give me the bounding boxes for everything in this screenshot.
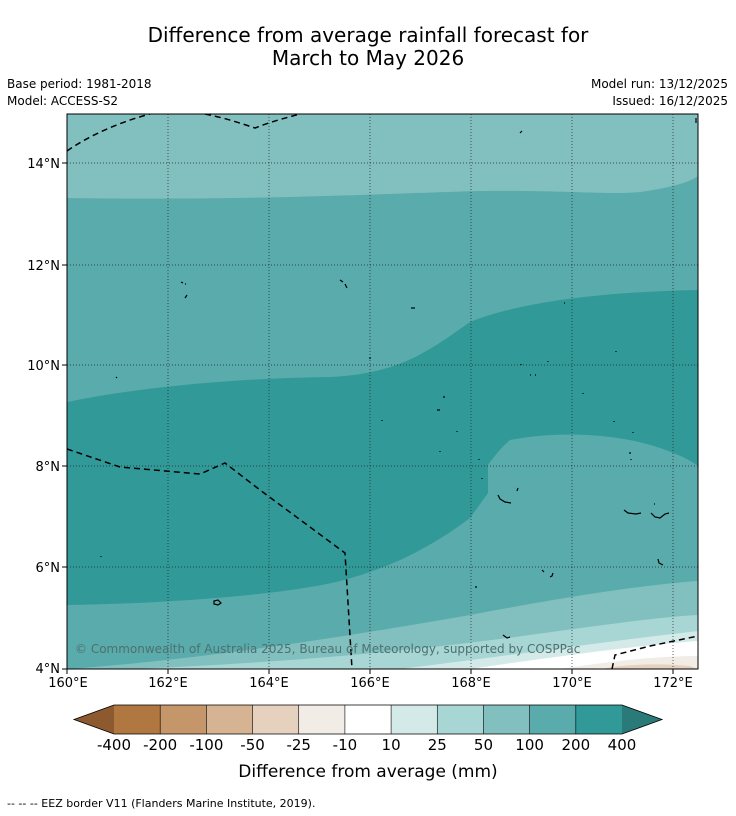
eez-border: [67, 114, 698, 669]
eez-legend-note: -- -- -- EEZ border V11 (Flanders Marine…: [7, 797, 316, 810]
lon-label-168e: 168°E: [451, 676, 491, 691]
colorbar-outline: [72, 704, 664, 735]
colorbar-tick-label: 50: [473, 736, 493, 754]
colorbar-segment: [160, 705, 207, 734]
lon-label-172e: 172°E: [653, 676, 693, 691]
model-run-text: Model run: 13/12/2025: [590, 77, 728, 91]
colorbar-segment: [437, 705, 484, 734]
colorbar-tick-label: 400: [607, 736, 637, 754]
lon-label-162e: 162°E: [148, 676, 188, 691]
colorbar-title: Difference from average (mm): [238, 762, 498, 782]
copyright-text: © Commonwealth of Australia 2025, Bureau…: [75, 642, 580, 656]
colorbar-segment: [529, 705, 577, 734]
colorbar-tick-label: 200: [561, 736, 591, 754]
grid-lines: [67, 114, 698, 669]
colorbar-segment: [344, 705, 392, 734]
colorbar-tick-label: -50: [240, 736, 265, 754]
lat-label-14n: 14°N: [27, 157, 60, 172]
colorbar-tick-label: -25: [286, 736, 311, 754]
lon-label-166e: 166°E: [350, 676, 390, 691]
colorbar-tick-label: 25: [427, 736, 447, 754]
lat-label-8n: 8°N: [36, 460, 61, 475]
lat-label-10n: 10°N: [27, 359, 60, 374]
colorbar-tick-label: -10: [332, 736, 358, 754]
colorbar-tick-label: -100: [189, 736, 224, 754]
colorbar-tick-label: -400: [96, 736, 132, 754]
lon-label-160e: 160°E: [48, 676, 88, 691]
colorbar-segment: [298, 705, 346, 734]
colorbar-tick-label: -200: [143, 736, 178, 754]
lon-label-164e: 164°E: [249, 676, 289, 691]
colorbar-tick-label: 10: [381, 736, 401, 754]
base-period-text: Base period: 1981-2018: [7, 77, 152, 91]
colorbar-segment: [575, 705, 623, 734]
contour-band-minus50-minus25: [600, 664, 698, 669]
lat-label-4n: 4°N: [36, 662, 61, 677]
colorbar-segment: [483, 705, 531, 734]
colorbar-segment: [252, 705, 300, 734]
colorbar-arrow-low: [74, 705, 114, 734]
map-title-line2: March to May 2026: [271, 46, 465, 70]
lat-label-6n: 6°N: [36, 561, 61, 576]
map-frame: [66, 113, 699, 670]
colorbar-segment: [391, 705, 438, 734]
lat-label-12n: 12°N: [27, 259, 60, 274]
colorbar-segment: [114, 705, 161, 734]
colorbar-tick-label: 100: [515, 736, 544, 754]
map-ticks: [62, 162, 674, 674]
colorbar-segment: [206, 705, 254, 734]
map-title-line1: Difference from average rainfall forecas…: [147, 23, 589, 47]
issued-text: Issued: 16/12/2025: [612, 94, 728, 108]
colorbar: [72, 704, 664, 735]
model-text: Model: ACCESS-S2: [7, 94, 119, 108]
colorbar-arrow-high: [622, 705, 662, 734]
contour-fill: [67, 114, 698, 669]
islands: [100, 118, 697, 639]
lon-label-170e: 170°E: [552, 676, 592, 691]
